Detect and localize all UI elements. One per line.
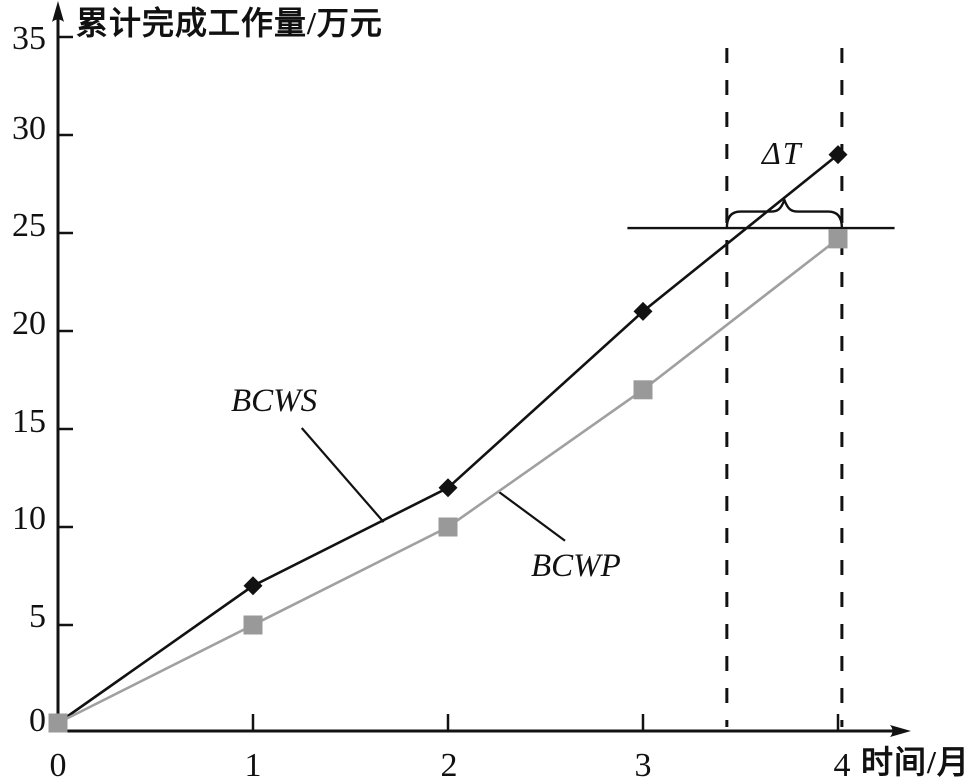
y-tick-label-10: 10: [12, 500, 46, 537]
leader-line-bcws: [300, 427, 385, 523]
delta-t-label: ΔT: [762, 135, 803, 171]
leader-line-bcwp: [498, 490, 566, 542]
y-tick-label-0: 0: [29, 702, 46, 739]
x-tick-label-1: 1: [244, 747, 262, 783]
x-axis-arrow-icon: [890, 725, 911, 737]
y-tick-label-35: 35: [12, 20, 46, 57]
marker-diamond-bcws: [828, 145, 848, 165]
bcws-curve-label: BCWS: [231, 383, 318, 419]
marker-square-bcwp: [828, 229, 848, 249]
marker-square-bcwp: [48, 713, 68, 733]
marker-square-bcwp: [438, 517, 458, 537]
x-tick-label-3: 3: [634, 747, 652, 783]
x-axis-title: 时间/月: [861, 744, 970, 780]
x-tick-label-0: 0: [49, 747, 67, 783]
y-tick-label-25: 25: [12, 207, 46, 244]
y-axis-arrow-icon: [52, 1, 64, 22]
bcwp-curve-label: BCWP: [531, 548, 621, 584]
y-axis-title: 累计完成工作量/万元: [76, 5, 383, 41]
series-line-bcws: [57, 153, 839, 725]
y-tick-label-30: 30: [12, 110, 46, 147]
marker-diamond-bcws: [243, 576, 263, 596]
y-tick-label-20: 20: [12, 305, 46, 342]
marker-square-bcwp: [633, 380, 653, 400]
marker-diamond-bcws: [633, 301, 653, 321]
marker-square-bcwp: [243, 615, 263, 635]
x-tick-label-2: 2: [440, 747, 458, 783]
y-tick-label-15: 15: [12, 403, 46, 440]
x-tick-label-4: 4: [833, 747, 851, 783]
y-tick-label-5: 5: [29, 598, 46, 635]
delta-t-brace: [725, 196, 844, 229]
marker-diamond-bcws: [438, 478, 458, 498]
